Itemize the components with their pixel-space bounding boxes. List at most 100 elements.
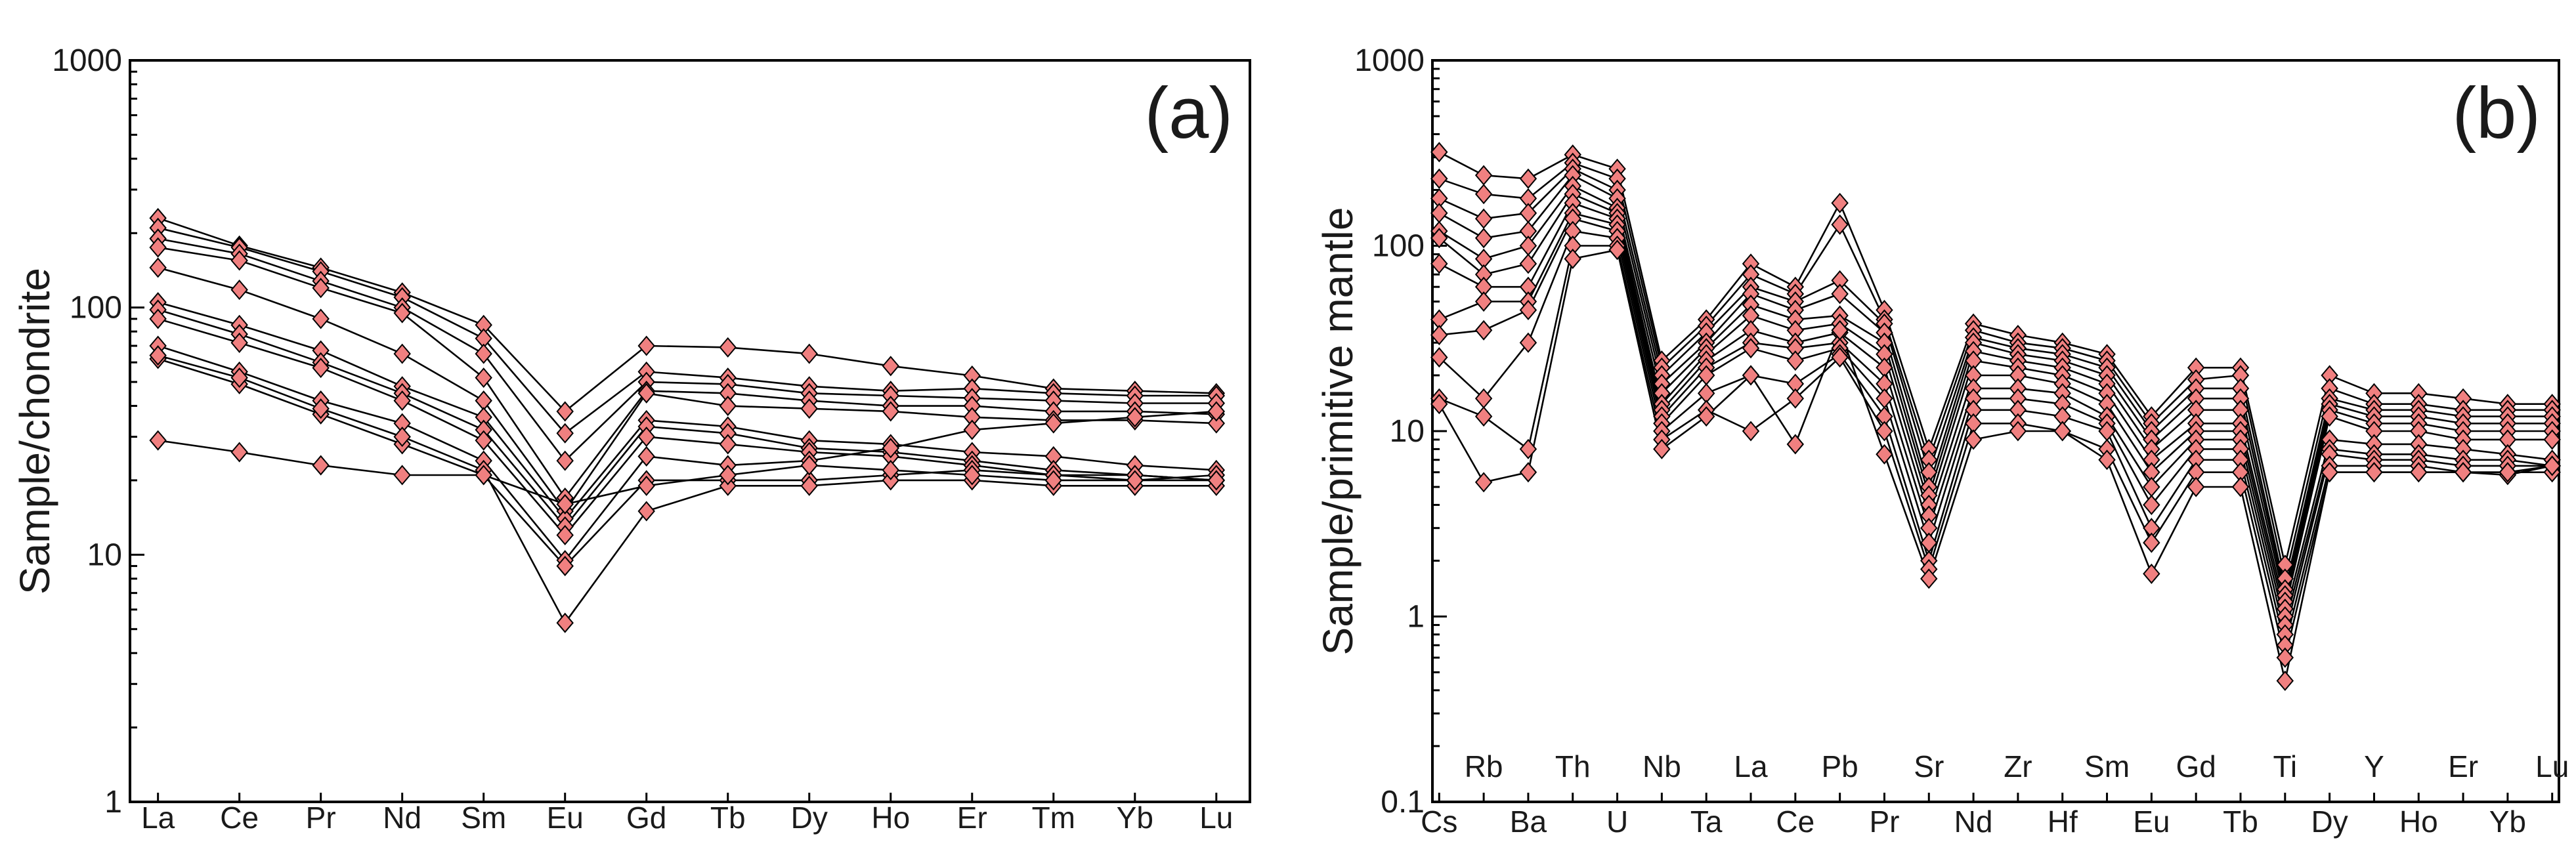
x-tick-label: Dy [2311,805,2348,839]
data-point-diamond [719,337,737,358]
data-point-diamond [2365,462,2383,483]
series-line [1438,167,2552,591]
x-tick-label: Lu [1199,801,1233,835]
data-point-diamond [475,343,492,364]
plot-frame-a [129,59,1251,803]
data-point-diamond [230,332,248,353]
data-point-diamond [1207,401,1226,422]
data-point-diamond [1430,142,1448,163]
data-point-diamond [2143,563,2160,584]
data-point-diamond [1519,332,1537,353]
y-tick-label: 100 [1372,229,1425,264]
x-tick-label: Gd [626,801,666,835]
data-point-diamond [149,237,167,258]
x-tick-label: La [1734,749,1768,784]
data-point-diamond [556,450,574,471]
data-point-diamond [1430,168,1448,189]
x-tick-label: Hf [2048,805,2078,839]
data-point-diamond [2143,532,2160,553]
x-tick-label: Eu [2133,805,2170,839]
series-line [1438,161,2552,580]
axes-a: 1 10 100 1000 La Ce Pr Nd Sm Eu Gd Tb Dy Ho Er Tm Yb Lu [52,43,1233,835]
data-point-diamond [882,459,899,480]
data-point-diamond [1430,347,1448,368]
data-point-diamond [2543,455,2561,476]
data-point-diamond [1786,350,1805,371]
data-point-diamond [1831,347,1849,368]
x-tick-label: Tb [2223,805,2258,839]
data-point-diamond [637,501,655,522]
data-point-diamond [719,465,737,486]
data-point-diamond [1653,438,1671,459]
data-point-diamond [1430,253,1448,274]
x-tick-label: Zr [2004,749,2032,784]
data-point-diamond [2321,406,2338,427]
data-point-diamond [475,367,492,388]
x-tick-label: Tm [1032,801,1075,835]
data-point-diamond [230,442,248,463]
data-point-diamond [637,475,655,496]
data-point-diamond [1786,388,1805,409]
data-point-diamond [1430,228,1448,249]
data-point-diamond [2321,462,2338,483]
data-point-diamond [312,455,330,476]
x-tick-label: Pb [1822,749,1858,784]
data-point-diamond [1742,338,1760,359]
data-point-diamond [719,396,737,417]
data-point-diamond [230,280,248,301]
data-point-diamond [963,465,981,486]
data-point-diamond [1920,568,1938,589]
data-point-diamond [393,343,411,364]
data-point-diamond [637,427,655,448]
data-point-diamond [1519,462,1537,483]
y-tick-label: 10 [87,537,122,572]
x-tick-label: Er [2448,749,2478,784]
x-tick-label: Sr [1914,749,1944,784]
y-tick-label: 100 [70,291,122,325]
data-point-diamond [1126,407,1144,428]
data-point-diamond [230,250,248,271]
data-point-diamond [1519,168,1537,189]
data-point-diamond [149,345,167,366]
data-point-diamond [2276,670,2294,692]
series-line [158,354,1216,624]
x-tick-label: U [1606,805,1628,839]
data-point-diamond [556,556,574,577]
x-tick-label: Eu [547,801,584,835]
series-line [158,439,1216,505]
data-point-diamond [1831,214,1849,235]
data-point-diamond [1474,472,1493,493]
series-line [158,308,1216,528]
series-group-b [1430,142,2561,692]
data-point-diamond [1474,291,1493,312]
data-point-diamond [312,308,330,329]
data-point-diamond [312,398,330,419]
data-point-diamond [393,390,411,411]
x-tick-label: Ho [871,801,910,835]
data-point-diamond [1430,324,1448,346]
x-tick-label: Lu [2535,749,2569,784]
panel-label-b: (b) [2453,73,2541,154]
data-point-diamond [2098,449,2116,470]
x-tick-label: Yb [2489,805,2526,839]
series-line [158,238,1216,462]
data-point-diamond [2499,462,2517,483]
data-point-diamond [475,430,492,451]
data-point-diamond [556,493,574,514]
data-point-diamond [1831,283,1849,304]
data-point-diamond [1519,299,1537,321]
data-point-diamond [2543,429,2561,450]
data-point-diamond [1430,394,1448,415]
data-point-diamond [149,430,167,451]
data-point-diamond [800,475,818,496]
data-point-diamond [2187,476,2205,497]
data-point-diamond [1207,470,1226,491]
data-point-diamond [1474,320,1493,341]
data-point-diamond [1044,413,1063,434]
x-tick-label: Th [1555,749,1591,784]
data-point-diamond [719,475,737,496]
data-point-diamond [2143,494,2160,515]
x-tick-label: Cs [1421,805,1457,839]
